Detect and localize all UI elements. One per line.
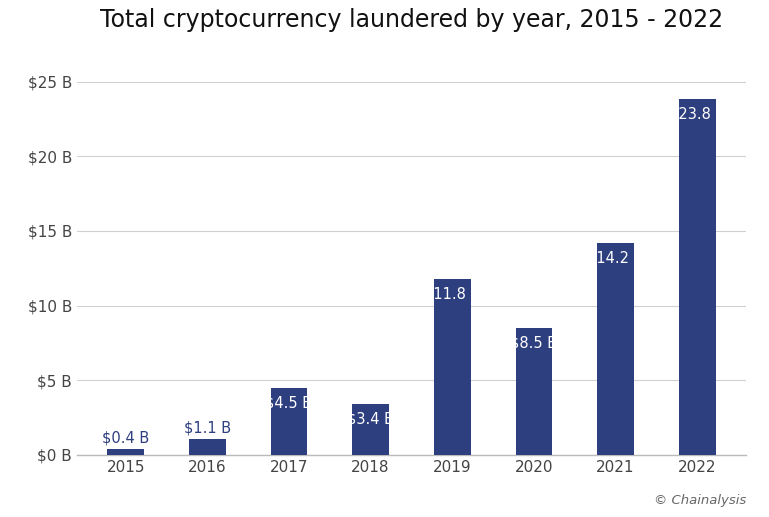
Bar [598, 243, 634, 455]
Bar [515, 328, 552, 455]
Text: © Chainalysis: © Chainalysis [654, 494, 746, 507]
Text: $23.8 B: $23.8 B [669, 107, 725, 122]
Text: $0.4 B: $0.4 B [102, 431, 149, 446]
Bar [679, 99, 715, 455]
Text: $3.4 B: $3.4 B [347, 412, 394, 427]
Text: $1.1 B: $1.1 B [184, 420, 231, 435]
Bar [352, 404, 389, 455]
Bar [434, 279, 471, 455]
Bar [189, 438, 225, 455]
Text: $11.8 B: $11.8 B [424, 286, 481, 301]
Text: $8.5 B: $8.5 B [511, 336, 558, 351]
Bar [271, 388, 308, 455]
Text: $4.5 B: $4.5 B [265, 395, 312, 410]
Bar [108, 449, 144, 455]
Title: Total cryptocurrency laundered by year, 2015 - 2022: Total cryptocurrency laundered by year, … [100, 8, 723, 32]
Text: $14.2 B: $14.2 B [588, 250, 644, 265]
